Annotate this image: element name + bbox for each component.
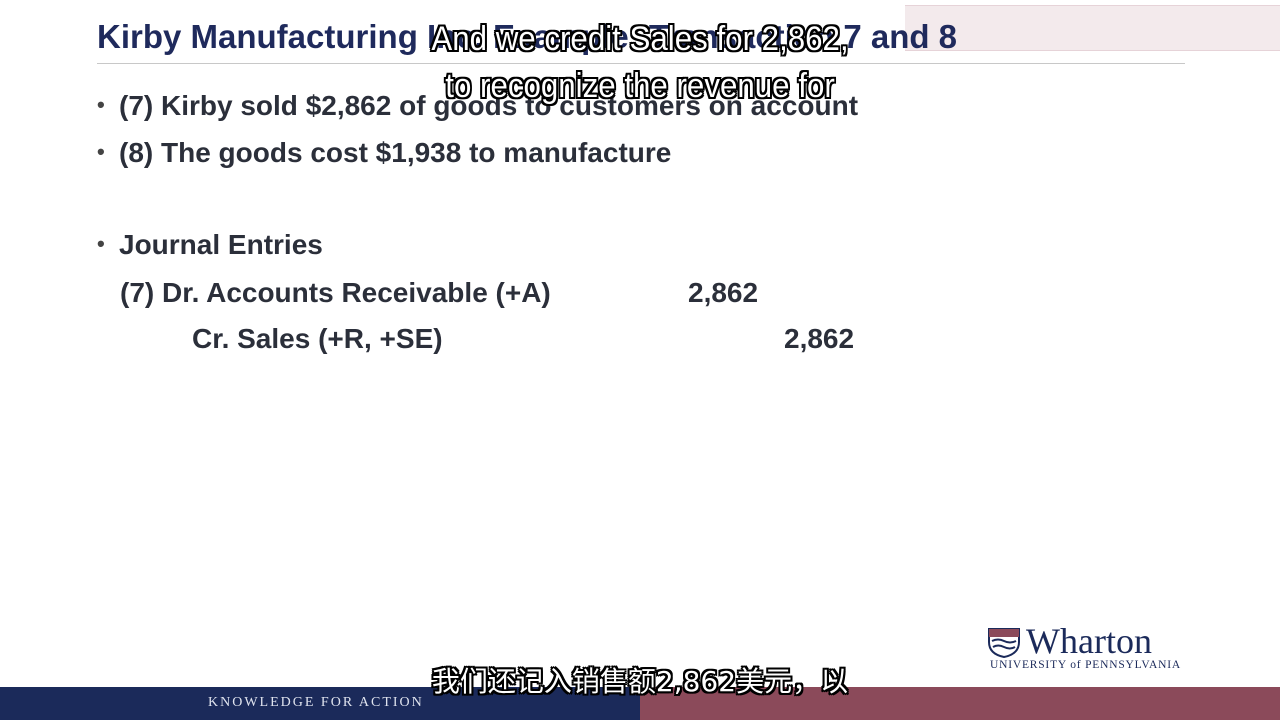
journal-credit-label: Cr. Sales (+R, +SE) (192, 323, 443, 354)
wharton-logo: Wharton UNIVERSITY of PENNSYLVANIA (988, 621, 1193, 674)
bullet-item: • (8) The goods cost $1,938 to manufactur… (97, 137, 671, 169)
logo-wordmark: Wharton (1026, 621, 1152, 661)
journal-credit-amount: 2,862 (784, 323, 855, 354)
bullet-text: Journal Entries (119, 229, 323, 260)
footer-maroon-bar (640, 687, 1280, 720)
journal-debit-amount: 2,862 (688, 277, 759, 308)
header-accent-block (905, 5, 1280, 51)
bullet-item: • Journal Entries (97, 229, 323, 261)
subtitle-english-line2: to recognize the revenue for (445, 67, 835, 105)
footer-navy-bar (0, 687, 640, 720)
footer-tagline: KNOWLEDGE FOR ACTION (208, 695, 424, 710)
bullet-icon: • (97, 139, 105, 164)
journal-debit-label: (7) Dr. Accounts Receivable (+A) (120, 277, 551, 308)
bullet-text: (7) Kirby sold $2,862 of goods to custom… (119, 90, 859, 121)
title-divider (97, 63, 1185, 64)
subtitle-chinese: 我们还记入销售额2,862美元，以 (431, 665, 849, 698)
bullet-text: (8) The goods cost $1,938 to manufacture (119, 137, 672, 168)
logo-subtitle: UNIVERSITY of PENNSYLVANIA (990, 659, 1181, 671)
bullet-icon: • (97, 231, 105, 256)
slide-title: Kirby Manufacturing Inc. Example: Transa… (97, 18, 958, 55)
shield-icon (988, 628, 1020, 658)
bullet-icon: • (97, 92, 105, 117)
subtitle-english-line1: And we credit Sales for 2,862, (431, 20, 849, 58)
bullet-item: • (7) Kirby sold $2,862 of goods to custo… (97, 90, 858, 122)
